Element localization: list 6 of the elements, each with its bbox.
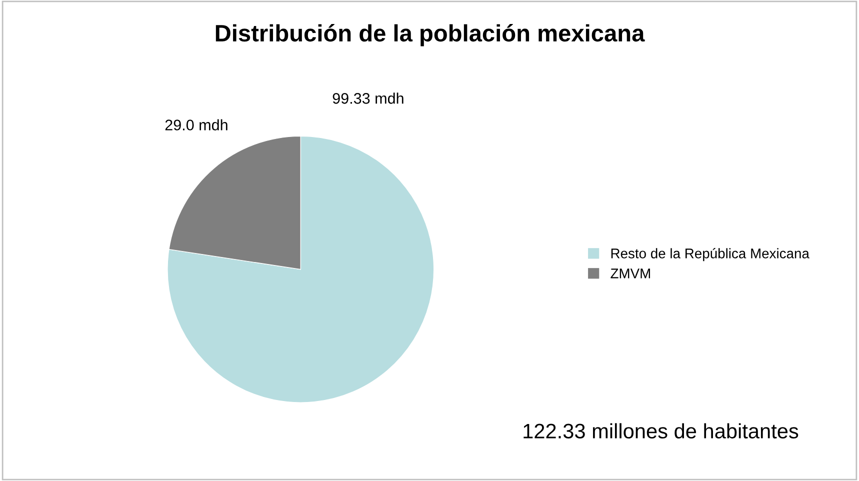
chart-title: Distribución de la población mexicana — [216, 24, 645, 46]
data-label: 29.0 mdh — [165, 119, 228, 130]
text: 122.33 millones de habitantes — [524, 423, 798, 438]
data-label: 99.33 mdh — [332, 92, 404, 104]
legend-label: Resto de la República Mexicana — [611, 248, 810, 262]
legend-label: ZMVM — [610, 268, 650, 278]
